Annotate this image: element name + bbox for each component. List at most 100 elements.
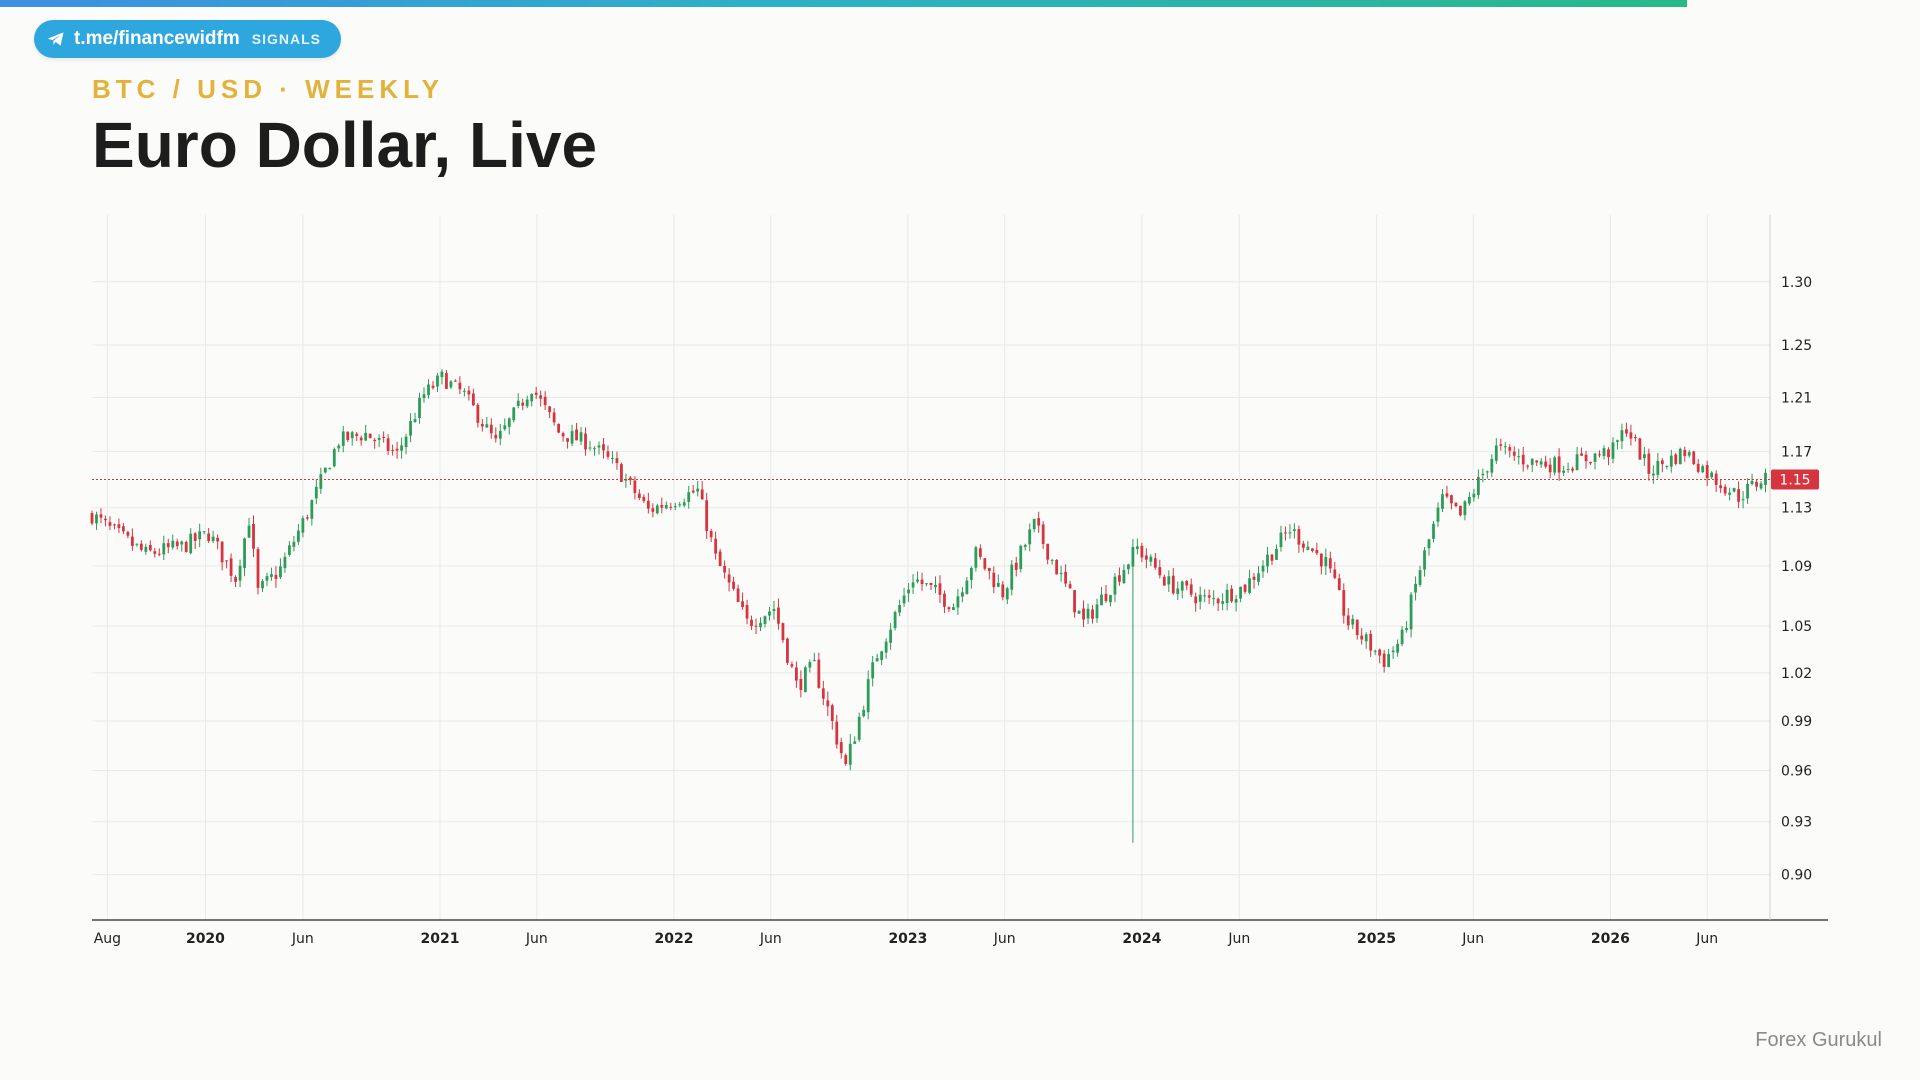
candle-body [1660, 460, 1664, 465]
candle-body [1104, 593, 1108, 601]
y-tick-label: 1.02 [1781, 666, 1812, 682]
candle-body [969, 568, 973, 580]
y-tick-label: 0.93 [1781, 815, 1812, 831]
candle-body [180, 541, 184, 545]
candle-body [826, 700, 830, 707]
candle-body [1602, 448, 1606, 457]
candle-body [934, 584, 937, 588]
candle-body [1257, 573, 1260, 582]
y-tick-label: 1.30 [1781, 275, 1812, 291]
candle-body [1100, 594, 1103, 606]
candle-body [1252, 576, 1256, 580]
candle-body [691, 490, 695, 493]
candle-body [1382, 653, 1386, 667]
candle-body [1082, 608, 1085, 620]
candle-body [1723, 486, 1727, 494]
candle-body [485, 424, 489, 428]
candle-body [153, 551, 157, 554]
candle-body [1625, 429, 1628, 434]
candle-body [283, 556, 287, 569]
candle-body [1728, 492, 1732, 495]
candle-body [718, 551, 722, 567]
candle-body [1185, 581, 1189, 586]
candle-body [1427, 539, 1431, 549]
candle-body [1176, 588, 1180, 595]
candle-body [799, 678, 803, 691]
candle-body [956, 596, 960, 608]
candle-body [714, 538, 718, 554]
candle-body [1055, 559, 1059, 575]
candle-body [745, 605, 749, 619]
candle-body [314, 486, 318, 499]
candle-body [673, 506, 677, 508]
candle-body [1306, 546, 1310, 550]
candle-body [1526, 465, 1530, 467]
candle-body [611, 458, 614, 460]
candle-body [525, 399, 529, 407]
candle-body [754, 625, 758, 627]
candle-body [1050, 560, 1054, 562]
candle-body [803, 667, 807, 693]
candle-body [288, 545, 291, 555]
candle-body [189, 533, 193, 554]
candle-body [768, 611, 771, 616]
candle-body [1342, 590, 1346, 616]
candle-body [1557, 456, 1561, 473]
candle-body [1445, 493, 1449, 497]
candle-body [1239, 586, 1242, 599]
candle-body [530, 393, 534, 402]
candle-body [404, 436, 408, 448]
candle-body [1167, 576, 1171, 585]
candle-body [1310, 548, 1314, 551]
candle-body [449, 381, 453, 388]
candle-body [839, 742, 843, 754]
candle-body [615, 458, 619, 463]
candle-body [422, 394, 426, 399]
x-tick-label: 2022 [654, 931, 693, 947]
candle-body [1158, 567, 1162, 576]
candle-body [575, 429, 578, 441]
telegram-badge[interactable]: t.me/financewidfm SIGNALS [34, 20, 341, 58]
candle-body [669, 506, 673, 508]
candle-body [1705, 465, 1709, 479]
candle-body [965, 580, 969, 595]
x-tick-label: Jun [291, 931, 314, 947]
candle-body [1607, 449, 1610, 458]
candle-body [99, 514, 103, 518]
candle-body [480, 423, 484, 427]
candle-body [1642, 454, 1646, 459]
candle-body [427, 384, 430, 396]
candle-body [139, 543, 143, 550]
candle-body [848, 743, 852, 765]
candle-body [1068, 584, 1072, 589]
candle-body [1701, 466, 1705, 473]
candle-body [1171, 575, 1175, 594]
candle-body [1073, 590, 1076, 613]
telegram-handle: t.me/financewidfm [74, 28, 240, 49]
candle-body [373, 439, 377, 442]
candle-body [319, 474, 323, 489]
candle-body [498, 430, 502, 439]
candle-body [593, 448, 596, 450]
candle-body [866, 679, 870, 713]
candle-body [1544, 461, 1548, 467]
candle-body [1503, 446, 1507, 448]
candle-body [1432, 523, 1435, 539]
candle-body [1333, 569, 1337, 578]
candle-body [1198, 594, 1202, 602]
candle-body [992, 572, 996, 588]
candle-body [391, 450, 395, 452]
candle-body [812, 660, 816, 662]
candle-body [1710, 472, 1714, 478]
candle-body [561, 433, 565, 437]
candle-body [252, 523, 255, 549]
candle-body [660, 504, 664, 508]
candle-body [1275, 548, 1278, 560]
candle-body [1284, 532, 1287, 534]
candle-body [175, 541, 179, 547]
candle-body [1651, 473, 1655, 476]
candle-body [1732, 488, 1736, 492]
candle-body [1553, 457, 1557, 473]
candle-body [1750, 480, 1754, 485]
candle-body [130, 536, 134, 546]
